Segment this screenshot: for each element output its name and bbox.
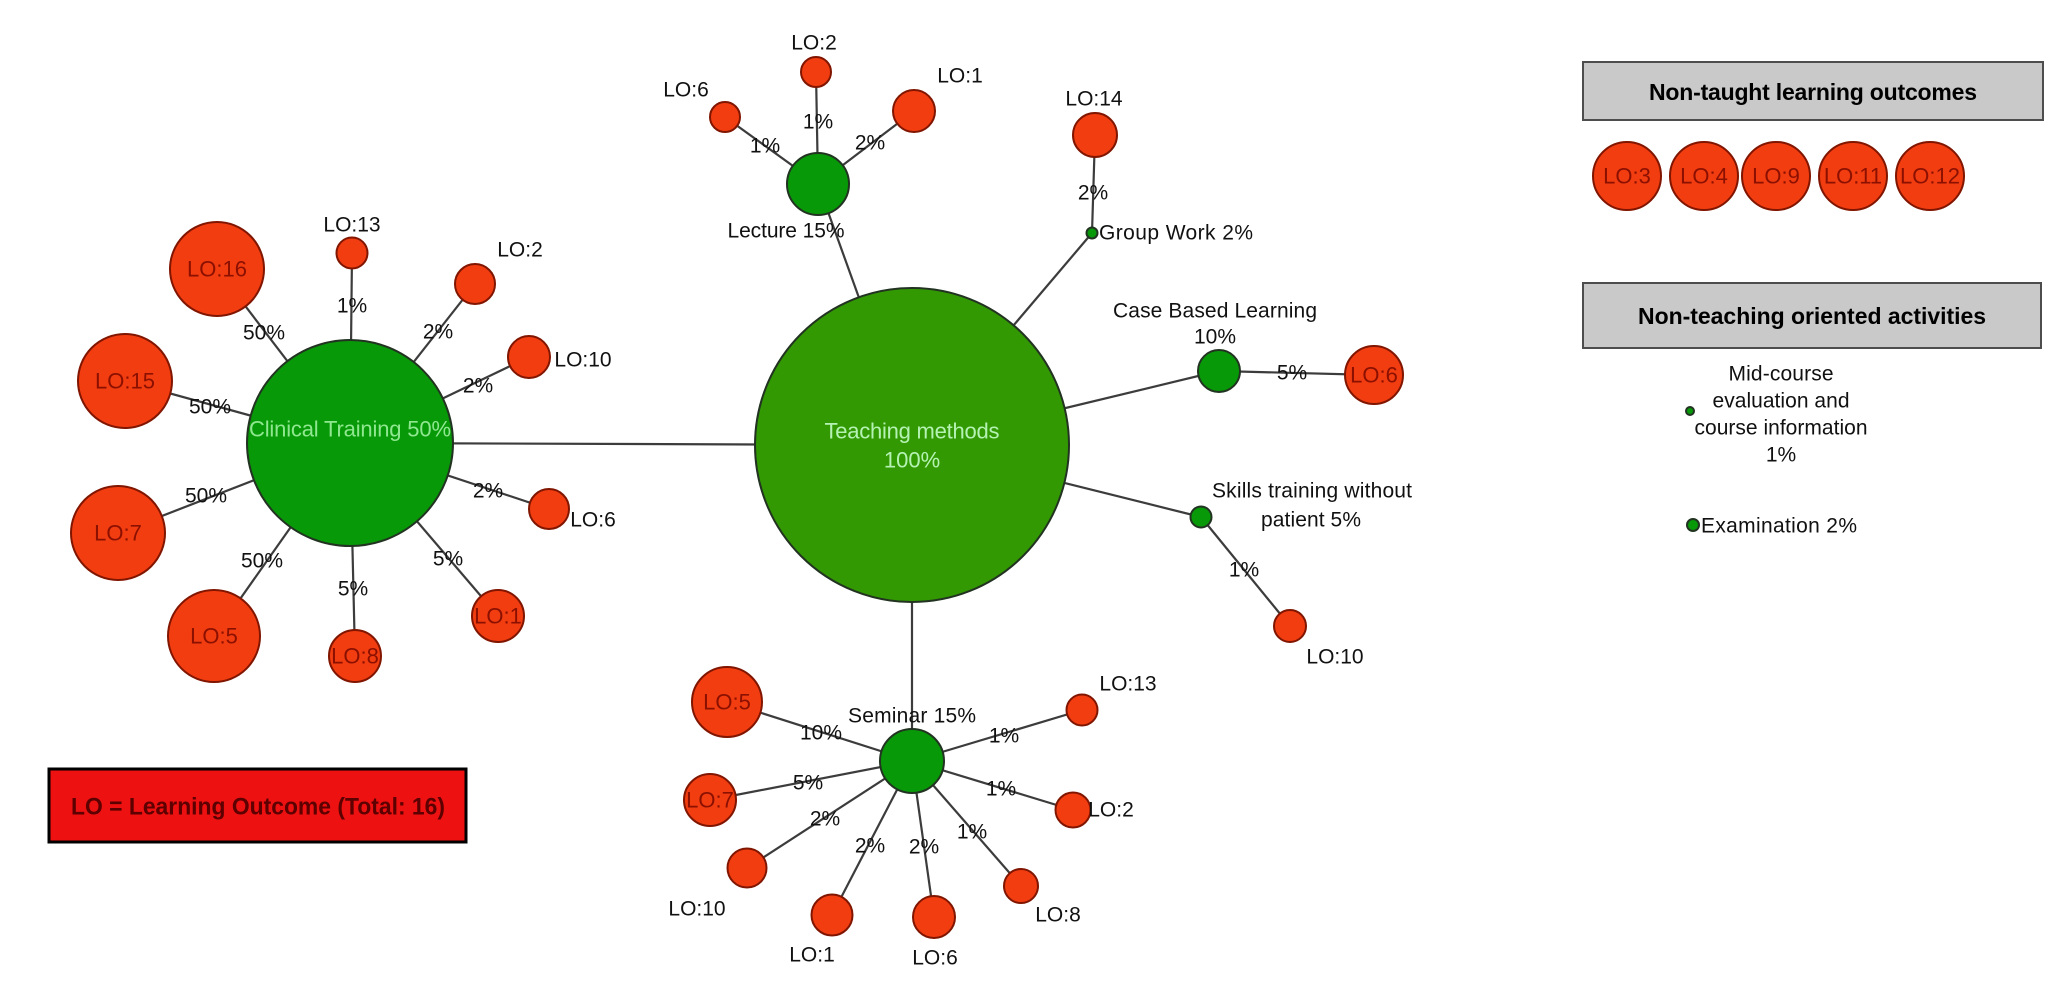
svg-text:LO:8: LO:8 [331,644,379,669]
svg-text:LO:7: LO:7 [94,521,142,546]
svg-text:50%: 50% [185,485,227,508]
svg-text:LO:6: LO:6 [1350,363,1398,388]
svg-text:LO:5: LO:5 [703,690,751,715]
svg-text:LO:1: LO:1 [937,65,983,88]
svg-text:2%: 2% [855,132,885,155]
svg-text:2%: 2% [463,375,493,398]
svg-text:1%: 1% [803,111,833,134]
svg-text:LO:5: LO:5 [190,624,238,649]
svg-text:evaluation and: evaluation and [1713,390,1850,413]
svg-text:5%: 5% [338,578,368,601]
svg-text:5%: 5% [793,772,823,795]
svg-text:LO:8: LO:8 [1035,904,1081,927]
svg-text:LO:3: LO:3 [1603,164,1651,189]
svg-text:Non-taught learning outcomes: Non-taught learning outcomes [1649,79,1977,105]
svg-text:Skills training without: Skills training without [1212,480,1412,503]
svg-text:50%: 50% [243,322,285,345]
svg-text:LO:2: LO:2 [1088,799,1134,822]
svg-text:1%: 1% [750,135,780,158]
svg-text:Clinical Training 50%: Clinical Training 50% [249,417,451,442]
svg-text:Seminar 15%: Seminar 15% [848,705,976,728]
svg-text:1%: 1% [986,778,1016,801]
svg-text:LO:2: LO:2 [791,32,837,55]
svg-text:LO:11: LO:11 [1824,164,1882,189]
svg-text:LO:6: LO:6 [912,947,958,970]
svg-text:LO:4: LO:4 [1680,164,1728,189]
svg-text:LO:2: LO:2 [497,239,543,262]
svg-text:2%: 2% [810,808,840,831]
svg-text:LO:16: LO:16 [187,257,247,282]
svg-text:LO:6: LO:6 [663,79,709,102]
svg-text:LO:13: LO:13 [1099,673,1156,696]
svg-text:LO:15: LO:15 [95,369,155,394]
svg-text:100%: 100% [884,448,940,473]
svg-text:LO:7: LO:7 [686,788,734,813]
svg-text:LO:13: LO:13 [323,214,380,237]
svg-text:course information: course information [1695,417,1868,440]
svg-text:LO = Learning Outcome (Total:: LO = Learning Outcome (Total: 16) [71,794,445,821]
svg-text:LO:10: LO:10 [554,349,611,372]
svg-text:5%: 5% [1277,362,1307,385]
svg-text:1%: 1% [1229,559,1259,582]
svg-text:LO:10: LO:10 [1306,646,1363,669]
svg-text:1%: 1% [989,725,1019,748]
svg-text:Mid-course: Mid-course [1729,363,1834,386]
svg-text:LO:10: LO:10 [668,898,725,921]
svg-text:Teaching methods: Teaching methods [825,419,1000,444]
svg-text:Case Based Learning: Case Based Learning [1113,300,1317,323]
svg-text:LO:1: LO:1 [474,604,522,629]
svg-text:Group Work 2%: Group Work 2% [1099,222,1253,245]
svg-text:2%: 2% [423,321,453,344]
svg-text:Examination 2%: Examination 2% [1701,515,1857,538]
svg-text:LO:6: LO:6 [570,509,616,532]
svg-text:5%: 5% [433,548,463,571]
svg-text:patient 5%: patient 5% [1261,509,1361,532]
svg-text:LO:9: LO:9 [1752,164,1800,189]
svg-text:10%: 10% [800,722,842,745]
svg-text:2%: 2% [473,480,503,503]
svg-text:1%: 1% [957,821,987,844]
svg-text:2%: 2% [855,835,885,858]
svg-text:2%: 2% [1078,182,1108,205]
svg-text:LO:14: LO:14 [1065,88,1123,111]
svg-text:10%: 10% [1194,326,1236,349]
svg-text:2%: 2% [909,836,939,859]
svg-text:Lecture 15%: Lecture 15% [728,220,845,243]
svg-text:LO:12: LO:12 [1900,164,1960,189]
svg-text:LO:1: LO:1 [789,944,835,967]
svg-text:1%: 1% [337,295,367,318]
svg-text:Non-teaching oriented activiti: Non-teaching oriented activities [1638,303,1986,329]
svg-text:1%: 1% [1766,444,1796,467]
svg-text:50%: 50% [241,550,283,573]
svg-text:50%: 50% [189,396,231,419]
